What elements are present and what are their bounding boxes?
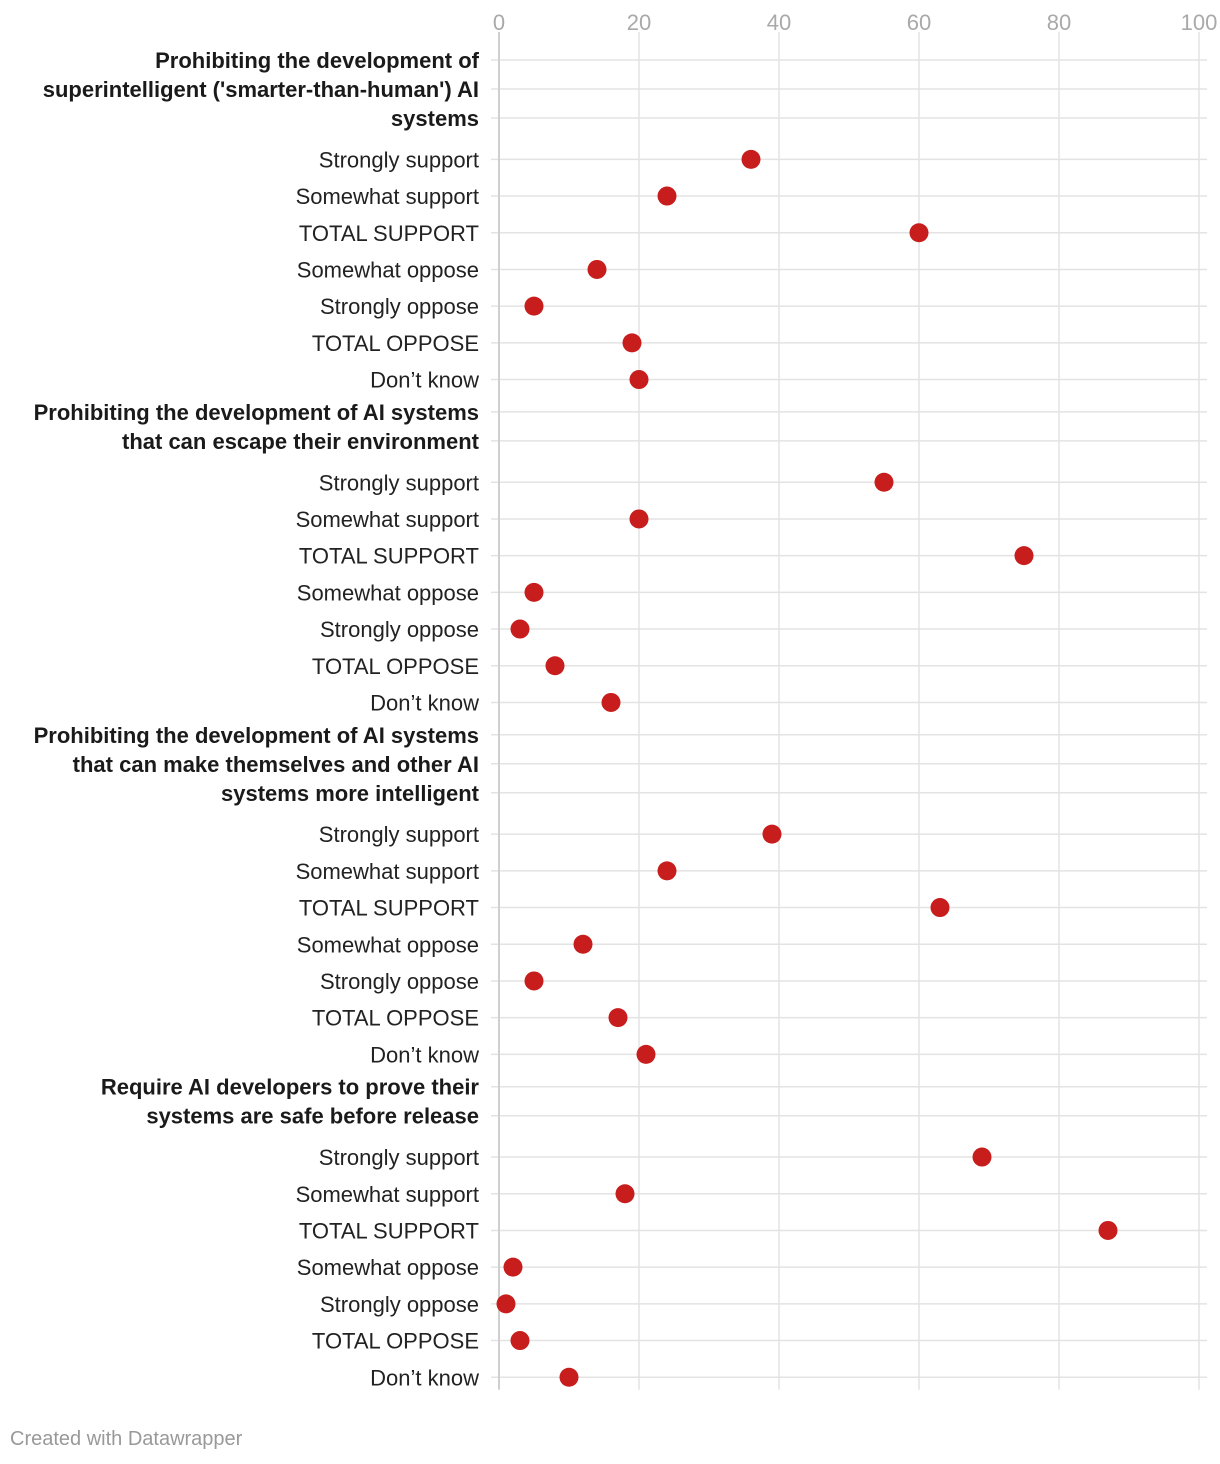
group-title-line: Prohibiting the development of AI system…: [34, 723, 479, 748]
row-label: Strongly oppose: [320, 294, 479, 319]
data-point: [573, 934, 593, 954]
row-labels: Prohibiting the development of superintel…: [34, 48, 480, 1390]
data-point: [587, 259, 607, 279]
row-label: TOTAL OPPOSE: [312, 331, 479, 356]
row-label: Somewhat support: [296, 859, 479, 884]
data-point: [545, 656, 565, 676]
row-label: Somewhat oppose: [297, 1255, 479, 1280]
data-point: [1014, 546, 1034, 566]
x-tick-label: 40: [767, 10, 791, 35]
group-title: Prohibiting the development of AI system…: [34, 723, 480, 806]
x-tick-label: 60: [907, 10, 931, 35]
data-point: [636, 1044, 656, 1064]
x-tick-label: 20: [627, 10, 651, 35]
data-point: [601, 692, 621, 712]
data-point: [629, 370, 649, 390]
group-title-line: Require AI developers to prove their: [101, 1075, 480, 1100]
dot-plot-chart: Prohibiting the development of superintel…: [34, 10, 1218, 1390]
data-point: [657, 186, 677, 206]
row-label: TOTAL SUPPORT: [299, 1218, 479, 1243]
group-title-line: systems are safe before release: [146, 1104, 479, 1129]
group-title-line: Prohibiting the development of: [155, 48, 480, 73]
group-title-line: systems: [391, 106, 479, 131]
data-point: [559, 1367, 579, 1387]
row-label: Strongly support: [319, 822, 479, 847]
row-label: Somewhat oppose: [297, 580, 479, 605]
dots: [496, 149, 1118, 1387]
data-point: [608, 1008, 628, 1028]
group-title-line: that can make themselves and other AI: [73, 752, 479, 777]
data-point: [874, 472, 894, 492]
data-point: [629, 509, 649, 529]
row-label: Somewhat oppose: [297, 932, 479, 957]
group-title: Prohibiting the development of AI system…: [34, 400, 480, 454]
row-label: Strongly oppose: [320, 617, 479, 642]
data-point: [510, 1331, 530, 1351]
row-label: TOTAL OPPOSE: [312, 1329, 479, 1354]
row-label: Strongly support: [319, 1145, 479, 1170]
data-point: [496, 1294, 516, 1314]
data-point: [622, 333, 642, 353]
group-title-line: Prohibiting the development of AI system…: [34, 400, 479, 425]
row-label: TOTAL SUPPORT: [299, 896, 479, 921]
data-point: [510, 619, 530, 639]
data-point: [741, 149, 761, 169]
row-label: Somewhat support: [296, 1182, 479, 1207]
x-tick-label: 100: [1181, 10, 1218, 35]
data-point: [615, 1184, 635, 1204]
row-label: Somewhat support: [296, 184, 479, 209]
x-tick-label: 80: [1047, 10, 1071, 35]
row-label: TOTAL OPPOSE: [312, 1006, 479, 1031]
data-point: [762, 824, 782, 844]
row-label: Don’t know: [370, 690, 479, 715]
group-title: Prohibiting the development of superintel…: [43, 48, 480, 131]
data-point: [524, 582, 544, 602]
row-label: TOTAL SUPPORT: [299, 221, 479, 246]
group-title-line: superintelligent ('smarter-than-human') …: [43, 77, 479, 102]
datawrapper-credit: Created with Datawrapper: [10, 1428, 243, 1450]
data-point: [524, 296, 544, 316]
row-label: Somewhat support: [296, 507, 479, 532]
data-point: [1098, 1220, 1118, 1240]
row-label: Strongly oppose: [320, 969, 479, 994]
row-label: Strongly oppose: [320, 1292, 479, 1317]
group-title-line: systems more intelligent: [221, 781, 480, 806]
row-label: TOTAL SUPPORT: [299, 544, 479, 569]
data-point: [503, 1257, 523, 1277]
row-label: Strongly support: [319, 147, 479, 172]
x-axis-ticks: 0 20 40 60 80 100: [493, 10, 1217, 35]
row-label: Strongly support: [319, 470, 479, 495]
gridlines: [491, 32, 1207, 1390]
data-point: [909, 223, 929, 243]
row-label: Don’t know: [370, 368, 479, 393]
x-tick-label: 0: [493, 10, 505, 35]
row-label: Don’t know: [370, 1042, 479, 1067]
row-label: Don’t know: [370, 1365, 479, 1390]
group-title-line: that can escape their environment: [122, 429, 480, 454]
group-title: Require AI developers to prove their syst…: [101, 1075, 480, 1129]
data-point: [524, 971, 544, 991]
row-label: TOTAL OPPOSE: [312, 654, 479, 679]
data-point: [930, 898, 950, 918]
data-point: [657, 861, 677, 881]
row-label: Somewhat oppose: [297, 257, 479, 282]
data-point: [972, 1147, 992, 1167]
